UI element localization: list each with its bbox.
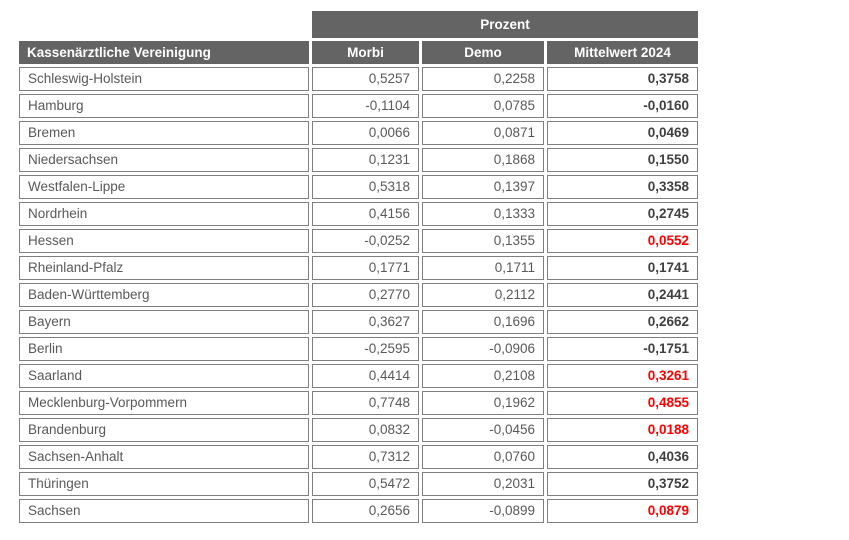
table-row: Bremen 0,0066 0,0871 0,0469: [19, 121, 698, 145]
mittelwert-value-cell: 0,4855: [547, 391, 698, 415]
mittelwert-value-cell: 0,3758: [547, 67, 698, 91]
demo-value-cell: 0,0760: [422, 445, 544, 469]
table-row: Rheinland-Pfalz 0,1771 0,1711 0,1741: [19, 256, 698, 280]
table-body: Schleswig-Holstein 0,5257 0,2258 0,3758 …: [19, 67, 698, 523]
mittelwert-value-cell: 0,1550: [547, 148, 698, 172]
kv-name-cell: Berlin: [19, 337, 309, 361]
demo-value-cell: 0,1696: [422, 310, 544, 334]
column-header-demo: Demo: [422, 41, 544, 64]
morbi-value-cell: 0,4414: [312, 364, 419, 388]
kv-name-cell: Bayern: [19, 310, 309, 334]
demo-value-cell: 0,1397: [422, 175, 544, 199]
table-row: Sachsen 0,2656 -0,0899 0,0879: [19, 499, 698, 523]
demo-value-cell: 0,1711: [422, 256, 544, 280]
demo-value-cell: 0,2031: [422, 472, 544, 496]
morbi-value-cell: -0,1104: [312, 94, 419, 118]
mittelwert-value-cell: 0,4036: [547, 445, 698, 469]
table-row: Brandenburg 0,0832 -0,0456 0,0188: [19, 418, 698, 442]
demo-value-cell: 0,2258: [422, 67, 544, 91]
morbi-value-cell: 0,5257: [312, 67, 419, 91]
kv-name-cell: Hessen: [19, 229, 309, 253]
mittelwert-value-cell: 0,3358: [547, 175, 698, 199]
mittelwert-value-cell: 0,0469: [547, 121, 698, 145]
table-row: Thüringen 0,5472 0,2031 0,3752: [19, 472, 698, 496]
morbi-value-cell: 0,3627: [312, 310, 419, 334]
table-row: Hessen -0,0252 0,1355 0,0552: [19, 229, 698, 253]
table-row: Berlin -0,2595 -0,0906 -0,1751: [19, 337, 698, 361]
mittelwert-value-cell: 0,3752: [547, 472, 698, 496]
table-row: Hamburg -0,1104 0,0785 -0,0160: [19, 94, 698, 118]
demo-value-cell: 0,0785: [422, 94, 544, 118]
morbi-value-cell: 0,0832: [312, 418, 419, 442]
morbi-value-cell: 0,1771: [312, 256, 419, 280]
morbi-value-cell: 0,5472: [312, 472, 419, 496]
kv-name-cell: Hamburg: [19, 94, 309, 118]
kv-name-cell: Saarland: [19, 364, 309, 388]
kv-name-cell: Schleswig-Holstein: [19, 67, 309, 91]
morbi-value-cell: 0,2770: [312, 283, 419, 307]
demo-value-cell: 0,2108: [422, 364, 544, 388]
mittelwert-value-cell: 0,1741: [547, 256, 698, 280]
table-row: Nordrhein 0,4156 0,1333 0,2745: [19, 202, 698, 226]
morbi-value-cell: 0,7312: [312, 445, 419, 469]
demo-value-cell: 0,1355: [422, 229, 544, 253]
demo-value-cell: -0,0899: [422, 499, 544, 523]
morbi-value-cell: -0,0252: [312, 229, 419, 253]
column-header-kv-name: Kassenärztliche Vereinigung: [19, 41, 309, 64]
kv-name-cell: Niedersachsen: [19, 148, 309, 172]
mittelwert-value-cell: -0,1751: [547, 337, 698, 361]
demo-value-cell: 0,1333: [422, 202, 544, 226]
kv-name-cell: Sachsen-Anhalt: [19, 445, 309, 469]
kv-name-cell: Nordrhein: [19, 202, 309, 226]
table-row: Baden-Württemberg 0,2770 0,2112 0,2441: [19, 283, 698, 307]
demo-value-cell: 0,2112: [422, 283, 544, 307]
morbi-value-cell: 0,2656: [312, 499, 419, 523]
kv-name-cell: Mecklenburg-Vorpommern: [19, 391, 309, 415]
mittelwert-value-cell: 0,0188: [547, 418, 698, 442]
morbi-value-cell: 0,5318: [312, 175, 419, 199]
table-row: Mecklenburg-Vorpommern 0,7748 0,1962 0,4…: [19, 391, 698, 415]
column-header-morbi: Morbi: [312, 41, 419, 64]
morbi-value-cell: 0,4156: [312, 202, 419, 226]
group-header-row: Prozent: [19, 11, 698, 38]
demo-value-cell: 0,1962: [422, 391, 544, 415]
mittelwert-value-cell: -0,0160: [547, 94, 698, 118]
mittelwert-value-cell: 0,2745: [547, 202, 698, 226]
morbi-value-cell: 0,0066: [312, 121, 419, 145]
kv-name-cell: Bremen: [19, 121, 309, 145]
table-row: Sachsen-Anhalt 0,7312 0,0760 0,4036: [19, 445, 698, 469]
group-header-prozent: Prozent: [312, 11, 698, 38]
table-row: Saarland 0,4414 0,2108 0,3261: [19, 364, 698, 388]
demo-value-cell: 0,1868: [422, 148, 544, 172]
kv-name-cell: Rheinland-Pfalz: [19, 256, 309, 280]
mittelwert-value-cell: 0,3261: [547, 364, 698, 388]
mittelwert-value-cell: 0,0879: [547, 499, 698, 523]
demo-value-cell: -0,0906: [422, 337, 544, 361]
kv-name-cell: Brandenburg: [19, 418, 309, 442]
table-row: Westfalen-Lippe 0,5318 0,1397 0,3358: [19, 175, 698, 199]
demo-value-cell: 0,0871: [422, 121, 544, 145]
column-header-mittelwert: Mittelwert 2024: [547, 41, 698, 64]
column-header-row: Kassenärztliche Vereinigung Morbi Demo M…: [19, 41, 698, 64]
table-row: Bayern 0,3627 0,1696 0,2662: [19, 310, 698, 334]
morbi-value-cell: 0,7748: [312, 391, 419, 415]
mittelwert-value-cell: 0,2662: [547, 310, 698, 334]
table-row: Niedersachsen 0,1231 0,1868 0,1550: [19, 148, 698, 172]
kv-name-cell: Baden-Württemberg: [19, 283, 309, 307]
demo-value-cell: -0,0456: [422, 418, 544, 442]
group-header-spacer: [19, 11, 309, 38]
kv-name-cell: Sachsen: [19, 499, 309, 523]
kv-data-table: Prozent Kassenärztliche Vereinigung Morb…: [16, 8, 701, 526]
morbi-value-cell: 0,1231: [312, 148, 419, 172]
morbi-value-cell: -0,2595: [312, 337, 419, 361]
mittelwert-value-cell: 0,2441: [547, 283, 698, 307]
kv-name-cell: Westfalen-Lippe: [19, 175, 309, 199]
kv-name-cell: Thüringen: [19, 472, 309, 496]
mittelwert-value-cell: 0,0552: [547, 229, 698, 253]
table-row: Schleswig-Holstein 0,5257 0,2258 0,3758: [19, 67, 698, 91]
